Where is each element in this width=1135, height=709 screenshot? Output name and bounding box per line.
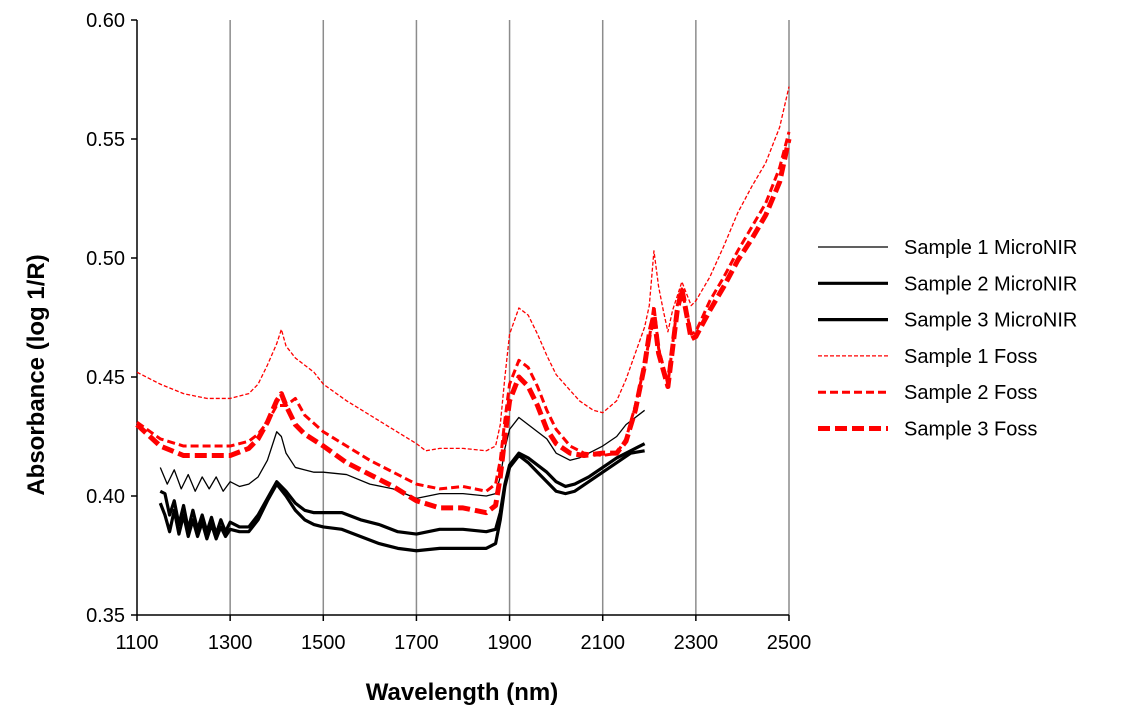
legend-label-1: Sample 1 MicroNIR bbox=[904, 237, 1077, 259]
legend: Sample 1 MicroNIR Sample 2 MicroNIR Sample… bbox=[818, 237, 1077, 441]
series-line-5 bbox=[136, 131, 791, 493]
legend-label-5: Sample 2 Foss bbox=[904, 382, 1037, 404]
series-line-2 bbox=[159, 442, 646, 536]
x-tick-label: 1700 bbox=[394, 632, 439, 654]
legend-label-2: Sample 2 MicroNIR bbox=[904, 273, 1077, 295]
x-tick-label: 1100 bbox=[115, 632, 158, 654]
series-line-6 bbox=[135, 138, 792, 516]
axes bbox=[131, 19, 790, 621]
y-tick-label: 0.45 bbox=[86, 367, 125, 389]
x-tick-label: 2300 bbox=[674, 632, 719, 654]
y-tick-label: 0.55 bbox=[86, 129, 125, 151]
series-lines bbox=[135, 86, 792, 553]
x-axis-title: Wavelength (nm) bbox=[366, 679, 558, 706]
y-tick-label: 0.35 bbox=[86, 605, 125, 627]
y-axis-title: Absorbance (log 1/R) bbox=[23, 254, 50, 495]
y-tick-label: 0.60 bbox=[86, 10, 125, 32]
x-tick-label: 1300 bbox=[208, 632, 253, 654]
legend-label-3: Sample 3 MicroNIR bbox=[904, 310, 1077, 332]
series-line-4 bbox=[136, 86, 790, 452]
y-tick-label: 0.40 bbox=[86, 486, 125, 508]
series-line-3 bbox=[158, 449, 645, 553]
x-tick-label: 2100 bbox=[580, 632, 625, 654]
legend-label-6: Sample 3 Foss bbox=[904, 419, 1037, 441]
tick-labels: 0.35 0.40 0.45 0.50 0.55 0.60 1100 1300 1500 1700… bbox=[86, 10, 811, 654]
x-tick-label: 2500 bbox=[767, 632, 812, 654]
x-tick-label: 1500 bbox=[301, 632, 346, 654]
series-line-1 bbox=[159, 409, 646, 500]
legend-label-4: Sample 1 Foss bbox=[904, 346, 1037, 368]
x-tick-label: 1900 bbox=[487, 632, 532, 654]
y-tick-label: 0.50 bbox=[86, 248, 125, 270]
gridlines bbox=[229, 20, 790, 615]
